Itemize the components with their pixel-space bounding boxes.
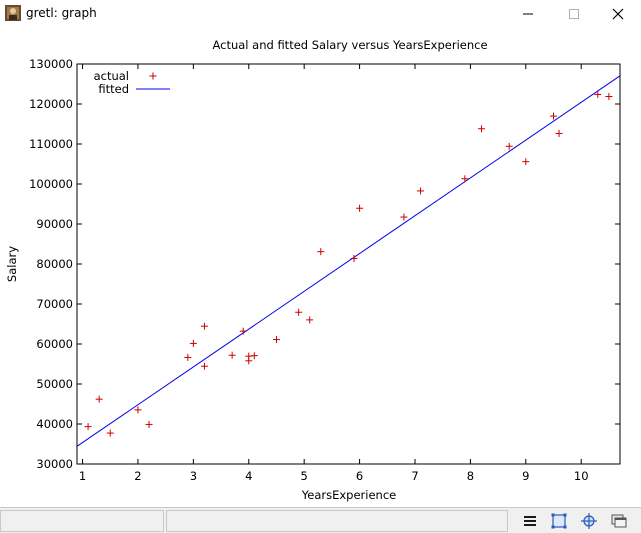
y-tick-label: 40000 — [36, 417, 73, 431]
actual-point — [317, 248, 325, 256]
fitted-line — [76, 75, 621, 447]
fitted-series — [76, 75, 621, 447]
y-tick-label: 80000 — [36, 257, 73, 271]
actual-point — [295, 308, 303, 316]
y-tick-label: 110000 — [29, 137, 73, 151]
status-segment — [0, 510, 164, 532]
y-axis: 30000 40000 50000 60000 70000 80000 90000 10000… — [29, 57, 620, 471]
zoom-button[interactable] — [549, 511, 569, 531]
actual-point — [522, 158, 530, 166]
actual-point — [477, 125, 485, 133]
chart: Actual and fitted Salary versus YearsExp… — [5, 38, 621, 502]
actual-point — [134, 406, 142, 414]
actual-point — [417, 187, 425, 195]
actual-point — [200, 362, 208, 370]
x-tick-label: 4 — [245, 469, 252, 483]
y-tick-label: 70000 — [36, 297, 73, 311]
actual-point — [356, 204, 364, 212]
menu-icon — [524, 516, 536, 526]
y-tick-label: 50000 — [36, 377, 73, 391]
gretl-app-icon[interactable] — [5, 5, 21, 21]
x-tick-label: 9 — [522, 469, 529, 483]
actual-point — [350, 255, 358, 263]
x-tick-label: 1 — [79, 469, 86, 483]
x-tick-label: 10 — [574, 469, 589, 483]
actual-point — [106, 429, 114, 437]
x-tick-label: 2 — [134, 469, 141, 483]
x-axis-label: YearsExperience — [301, 488, 396, 502]
window-title: gretl: graph — [26, 6, 97, 20]
maximize-button[interactable] — [551, 0, 597, 27]
minimize-icon — [523, 13, 533, 14]
y-tick-label: 60000 — [36, 337, 73, 351]
title-bar: gretl: graph — [0, 0, 641, 27]
y-tick-label: 130000 — [29, 57, 73, 71]
actual-point — [550, 112, 558, 120]
window-button[interactable] — [609, 511, 629, 531]
minimize-button[interactable] — [505, 0, 551, 27]
chart-title: Actual and fitted Salary versus YearsExp… — [212, 38, 487, 52]
legend-label-fitted: fitted — [98, 82, 129, 96]
close-icon — [612, 8, 624, 19]
actual-point — [594, 90, 602, 98]
legend-marker — [149, 72, 157, 80]
x-tick-label: 6 — [356, 469, 363, 483]
actual-point — [184, 353, 192, 361]
zoom-icon — [551, 513, 567, 529]
actual-point — [239, 327, 247, 335]
x-tick-label: 8 — [467, 469, 474, 483]
y-tick-label: 90000 — [36, 217, 73, 231]
actual-point — [200, 322, 208, 330]
actual-point — [505, 142, 513, 150]
legend-label-actual: actual — [94, 69, 129, 83]
window-icon — [611, 514, 627, 528]
actual-point — [306, 316, 314, 324]
close-button[interactable] — [595, 0, 641, 27]
status-bar — [0, 507, 641, 533]
y-axis-label: Salary — [5, 246, 19, 282]
actual-point — [555, 129, 563, 137]
actual-point — [461, 175, 469, 183]
actual-point — [228, 351, 236, 359]
y-tick-label: 100000 — [29, 177, 73, 191]
legend-marker-actual — [149, 72, 157, 80]
x-tick-label: 3 — [190, 469, 197, 483]
actual-point — [605, 93, 613, 101]
target-icon — [581, 513, 597, 529]
actual-point — [272, 336, 280, 344]
y-tick-label: 30000 — [36, 457, 73, 471]
actual-series — [84, 90, 613, 437]
y-tick-label: 120000 — [29, 97, 73, 111]
actual-point — [250, 352, 258, 360]
plot-frame — [76, 63, 621, 465]
status-segment — [166, 510, 508, 532]
plot-area[interactable]: Actual and fitted Salary versus YearsExp… — [0, 27, 641, 507]
x-tick-label: 5 — [301, 469, 308, 483]
menu-button[interactable] — [520, 511, 540, 531]
actual-point — [84, 423, 92, 431]
legend: actual fitted — [94, 69, 170, 96]
x-tick-label: 7 — [411, 469, 418, 483]
actual-point — [95, 395, 103, 403]
target-button[interactable] — [579, 511, 599, 531]
actual-point — [189, 339, 197, 347]
maximize-icon — [569, 8, 579, 19]
x-axis: 1 2 3 4 5 6 7 8 9 10 — [79, 64, 589, 483]
actual-point — [145, 420, 153, 428]
actual-point — [400, 213, 408, 221]
